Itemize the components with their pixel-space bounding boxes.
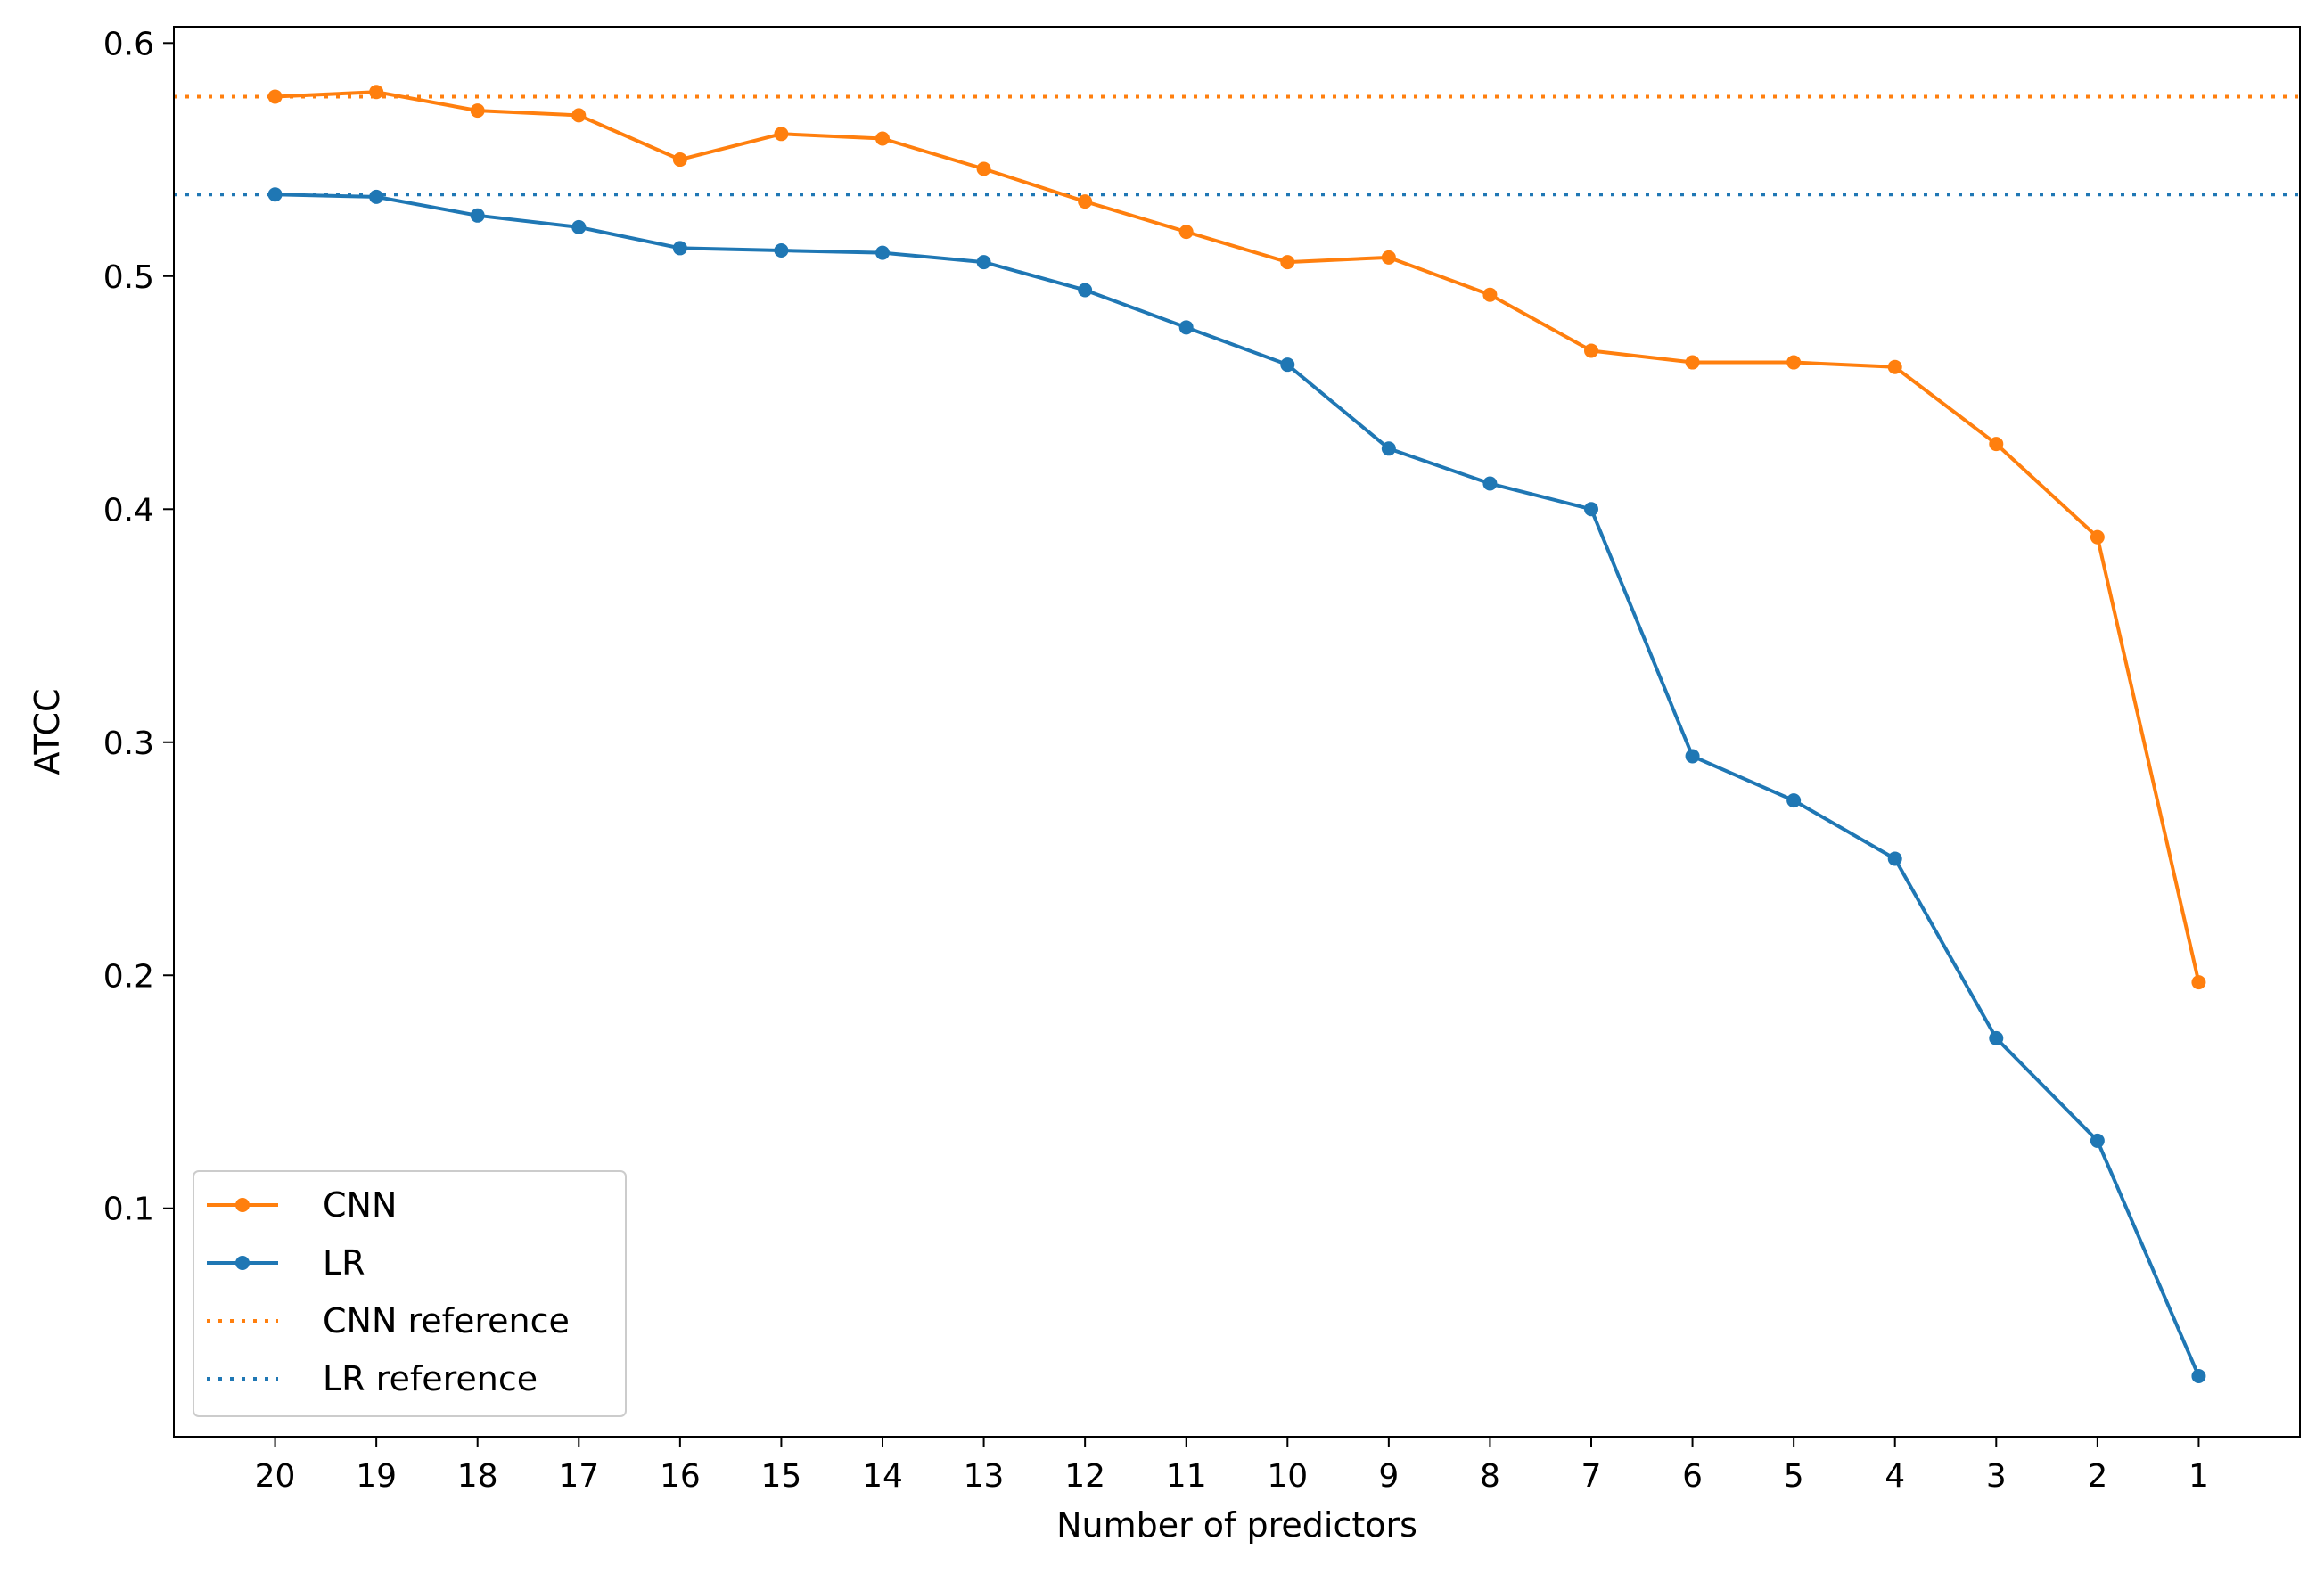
x-tick-label: 2 (2087, 1458, 2107, 1495)
data-point-cnn (1584, 343, 1598, 358)
data-point-cnn (1482, 287, 1498, 302)
data-point-lr (267, 187, 283, 202)
y-tick-label: 0.3 (103, 725, 154, 762)
data-point-cnn (1280, 255, 1295, 270)
x-tick-label: 3 (1986, 1458, 2007, 1495)
data-point-cnn (369, 85, 384, 100)
legend-marker (235, 1256, 250, 1270)
data-point-lr (875, 245, 890, 260)
data-point-cnn (875, 131, 890, 146)
plot-frame (173, 26, 2301, 1438)
x-tick-label: 20 (255, 1458, 296, 1495)
data-point-lr (2191, 1369, 2206, 1384)
data-point-cnn (1078, 194, 1093, 209)
legend-label: LR (323, 1243, 365, 1283)
x-tick-label: 8 (1480, 1458, 1500, 1495)
y-tick-label: 0.4 (103, 492, 154, 529)
data-point-lr (1989, 1030, 2004, 1045)
data-point-cnn (1786, 355, 1802, 370)
y-tick-label: 0.6 (103, 26, 154, 62)
x-tick-label: 17 (558, 1458, 599, 1495)
x-tick-label: 11 (1166, 1458, 1207, 1495)
y-axis-label: ATCC (28, 688, 67, 775)
data-point-cnn (267, 89, 283, 104)
data-point-cnn (1685, 355, 1700, 370)
data-point-lr (571, 219, 587, 234)
data-point-lr (1381, 441, 1396, 456)
data-point-lr (1482, 476, 1498, 491)
legend-box (193, 1170, 627, 1417)
legend-label: LR reference (323, 1359, 538, 1398)
data-point-cnn (470, 103, 485, 119)
x-axis-label: Number of predictors (1056, 1505, 1417, 1545)
data-point-cnn (1381, 250, 1396, 265)
data-point-lr (1280, 357, 1295, 373)
legend-label: CNN (323, 1185, 397, 1225)
plot-area (174, 85, 2300, 1384)
series-line-cnn (275, 90, 2201, 983)
series-line-lr (275, 193, 2201, 1377)
data-point-lr (1685, 749, 1700, 764)
y-tick-label: 0.1 (103, 1192, 154, 1228)
legend-marker (235, 1198, 250, 1212)
data-point-cnn (571, 108, 587, 123)
data-point-cnn (1887, 359, 1902, 374)
x-tick-label: 4 (1885, 1458, 1905, 1495)
x-tick-label: 12 (1064, 1458, 1105, 1495)
data-point-lr (1178, 320, 1194, 335)
data-point-lr (369, 189, 384, 204)
x-tick-label: 6 (1682, 1458, 1703, 1495)
data-point-cnn (672, 152, 687, 168)
x-tick-label: 1 (2189, 1458, 2209, 1495)
x-tick-label: 18 (457, 1458, 498, 1495)
x-tick-label: 19 (356, 1458, 397, 1495)
data-point-cnn (774, 127, 789, 142)
x-tick-label: 10 (1267, 1458, 1308, 1495)
data-point-lr (672, 241, 687, 256)
data-point-lr (1584, 502, 1598, 517)
y-tick-label: 0.2 (103, 958, 154, 995)
data-point-cnn (2090, 529, 2105, 545)
x-tick-label: 16 (660, 1458, 701, 1495)
x-tick-label: 14 (862, 1458, 903, 1495)
data-point-cnn (1989, 437, 2004, 452)
data-point-lr (1887, 851, 1902, 866)
data-point-cnn (1178, 225, 1194, 240)
x-tick-label: 13 (964, 1458, 1005, 1495)
x-tick-label: 15 (761, 1458, 802, 1495)
data-point-lr (470, 208, 485, 223)
data-point-lr (774, 243, 789, 258)
data-point-cnn (976, 161, 991, 176)
data-point-lr (1786, 793, 1802, 808)
x-tick-label: 5 (1784, 1458, 1804, 1495)
data-point-lr (2090, 1133, 2105, 1148)
axes: 20 19 18 17 16 15 14 13 12 11 10 9 8 7 6 5 4 3 2 1 0.1 0.2 0.3… (103, 26, 2209, 1495)
data-point-lr (1078, 283, 1093, 298)
x-tick-label: 7 (1581, 1458, 1602, 1495)
data-point-lr (976, 255, 991, 270)
data-point-cnn (2191, 975, 2206, 990)
legend-label: CNN reference (323, 1301, 570, 1340)
x-tick-label: 9 (1378, 1458, 1399, 1495)
y-tick-label: 0.5 (103, 259, 154, 296)
legend: CNN LR CNN reference LR reference (193, 1170, 627, 1417)
